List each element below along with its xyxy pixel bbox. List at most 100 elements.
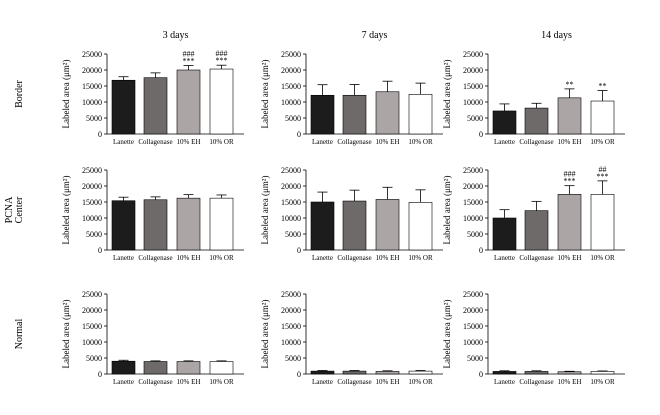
y-tick-label: 25000 bbox=[281, 166, 301, 175]
bar bbox=[408, 94, 433, 135]
y-tick-label: 25000 bbox=[82, 166, 102, 175]
bar bbox=[209, 197, 234, 251]
y-tick-label: 5000 bbox=[86, 230, 102, 239]
y-tick-label: 10000 bbox=[82, 98, 102, 107]
y-axis-label: Labeled area (μm²) bbox=[442, 176, 452, 245]
y-tick-label: 25000 bbox=[82, 50, 102, 59]
group-label: PCNA bbox=[4, 196, 15, 223]
significance-annotation: ** bbox=[599, 81, 607, 90]
bar bbox=[375, 91, 400, 135]
y-axis-label: Labeled area (μm²) bbox=[442, 60, 452, 129]
y-tick-label: 5000 bbox=[467, 230, 483, 239]
x-tick-label: 10% EH bbox=[376, 378, 400, 386]
x-tick-label: 10% EH bbox=[376, 254, 400, 262]
y-tick-label: 15000 bbox=[82, 322, 102, 331]
y-tick-label: 25000 bbox=[463, 50, 483, 59]
x-tick-label: 10% OR bbox=[590, 138, 615, 146]
y-tick-label: 5000 bbox=[285, 230, 301, 239]
bar bbox=[310, 201, 335, 251]
x-tick-label: 10% OR bbox=[209, 254, 234, 262]
column-title: 3 days bbox=[163, 30, 189, 41]
y-tick-label: 5000 bbox=[86, 354, 102, 363]
y-tick-label: 25000 bbox=[281, 50, 301, 59]
y-tick-label: 10000 bbox=[82, 338, 102, 347]
bar bbox=[111, 200, 136, 251]
x-tick-label: 10% EH bbox=[376, 138, 400, 146]
y-tick-label: 0 bbox=[98, 246, 102, 255]
significance-annotation: *** bbox=[597, 172, 609, 181]
x-tick-label: 10% OR bbox=[209, 378, 234, 386]
x-tick-label: 10% OR bbox=[590, 254, 615, 262]
x-tick-label: Lanette bbox=[312, 254, 333, 262]
y-tick-label: 20000 bbox=[281, 66, 301, 75]
x-tick-label: Collagenase bbox=[519, 138, 553, 146]
x-tick-label: Lanette bbox=[113, 254, 134, 262]
y-tick-label: 25000 bbox=[463, 290, 483, 299]
bar bbox=[342, 370, 367, 375]
y-tick-label: 25000 bbox=[82, 290, 102, 299]
y-tick-label: 0 bbox=[98, 130, 102, 139]
x-tick-label: Lanette bbox=[494, 378, 515, 386]
bar bbox=[310, 370, 335, 375]
bar bbox=[524, 371, 549, 375]
significance-annotation: *** bbox=[183, 57, 195, 66]
y-tick-label: 25000 bbox=[281, 290, 301, 299]
row-label: Center bbox=[14, 196, 25, 223]
x-tick-label: 10% OR bbox=[590, 378, 615, 386]
y-tick-label: 10000 bbox=[463, 214, 483, 223]
row-label: Border bbox=[14, 79, 25, 107]
x-tick-label: Collagenase bbox=[519, 254, 553, 262]
y-tick-label: 5000 bbox=[467, 114, 483, 123]
significance-annotation: ### bbox=[216, 49, 228, 58]
bar bbox=[176, 361, 201, 375]
x-tick-label: 10% EH bbox=[177, 254, 201, 262]
bar bbox=[590, 194, 615, 251]
y-tick-label: 5000 bbox=[285, 114, 301, 123]
x-tick-label: Lanette bbox=[113, 378, 134, 386]
y-axis-label: Labeled area (μm²) bbox=[442, 300, 452, 369]
y-tick-label: 15000 bbox=[82, 82, 102, 91]
y-axis-label: Labeled area (μm²) bbox=[61, 60, 71, 129]
y-tick-label: 10000 bbox=[82, 214, 102, 223]
y-tick-label: 5000 bbox=[285, 354, 301, 363]
x-tick-label: Collagenase bbox=[337, 254, 371, 262]
y-tick-label: 15000 bbox=[281, 198, 301, 207]
y-axis-label: Labeled area (μm²) bbox=[61, 300, 71, 369]
y-tick-label: 20000 bbox=[82, 66, 102, 75]
y-tick-label: 20000 bbox=[281, 182, 301, 191]
x-tick-label: Lanette bbox=[494, 138, 515, 146]
x-tick-label: 10% OR bbox=[408, 138, 433, 146]
y-tick-label: 5000 bbox=[86, 114, 102, 123]
row-label: Normal bbox=[14, 319, 25, 350]
bar bbox=[310, 94, 335, 135]
bar bbox=[176, 69, 201, 135]
column-title: 7 days bbox=[362, 30, 388, 41]
x-tick-label: 10% EH bbox=[558, 378, 582, 386]
y-tick-label: 15000 bbox=[281, 82, 301, 91]
bar bbox=[557, 371, 582, 375]
y-tick-label: 25000 bbox=[463, 166, 483, 175]
bar bbox=[557, 194, 582, 251]
y-tick-label: 0 bbox=[479, 370, 483, 379]
y-tick-label: 20000 bbox=[82, 306, 102, 315]
bar bbox=[375, 371, 400, 375]
x-tick-label: 10% EH bbox=[558, 138, 582, 146]
x-tick-label: 10% EH bbox=[177, 378, 201, 386]
y-tick-label: 5000 bbox=[467, 354, 483, 363]
y-axis-label: Labeled area (μm²) bbox=[61, 176, 71, 245]
x-tick-label: Collagenase bbox=[337, 378, 371, 386]
x-tick-label: Lanette bbox=[312, 138, 333, 146]
bar bbox=[492, 110, 517, 135]
bar bbox=[143, 361, 168, 375]
y-tick-label: 0 bbox=[297, 130, 301, 139]
bar bbox=[492, 217, 517, 251]
y-tick-label: 10000 bbox=[463, 98, 483, 107]
y-tick-label: 15000 bbox=[82, 198, 102, 207]
y-tick-label: 10000 bbox=[281, 98, 301, 107]
x-tick-label: Lanette bbox=[113, 138, 134, 146]
y-tick-label: 10000 bbox=[281, 214, 301, 223]
bar bbox=[342, 200, 367, 251]
bar bbox=[408, 202, 433, 251]
x-tick-label: Collagenase bbox=[138, 378, 172, 386]
